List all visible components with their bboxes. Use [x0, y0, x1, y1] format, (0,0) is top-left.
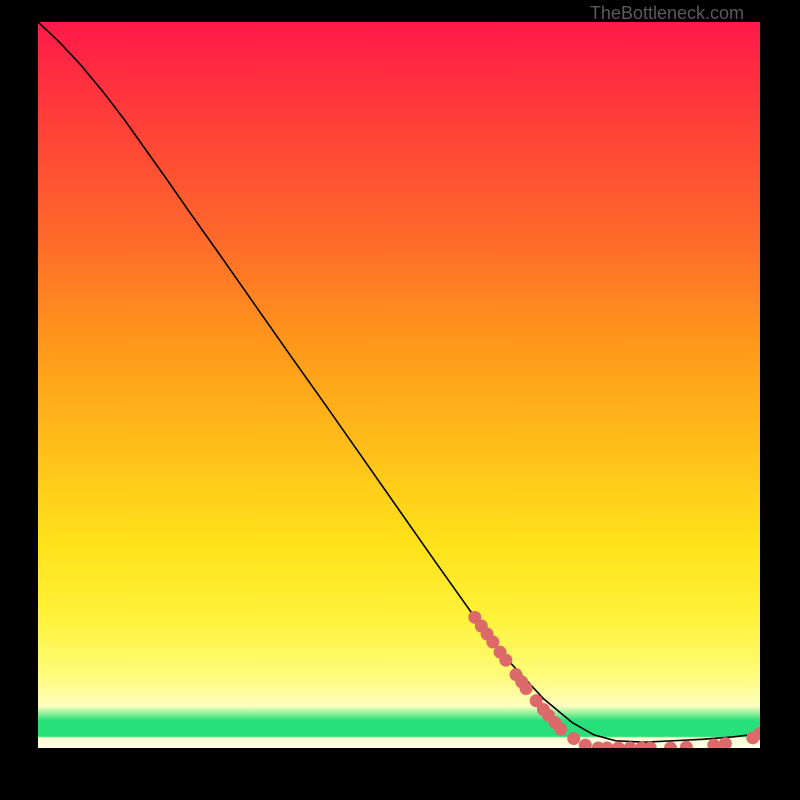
data-marker	[612, 742, 625, 749]
plot-overlay	[38, 22, 760, 748]
data-marker	[554, 723, 567, 736]
marker-group	[468, 611, 760, 748]
plot-container	[38, 22, 760, 748]
data-marker	[520, 682, 533, 695]
data-marker	[707, 739, 720, 748]
data-marker	[719, 737, 732, 748]
data-marker	[579, 739, 592, 748]
data-marker	[499, 654, 512, 667]
data-marker	[600, 742, 613, 749]
watermark-text: TheBottleneck.com	[590, 3, 744, 24]
data-marker	[680, 741, 693, 748]
data-marker	[567, 732, 580, 745]
curve-line	[38, 22, 760, 742]
data-marker	[664, 742, 677, 749]
